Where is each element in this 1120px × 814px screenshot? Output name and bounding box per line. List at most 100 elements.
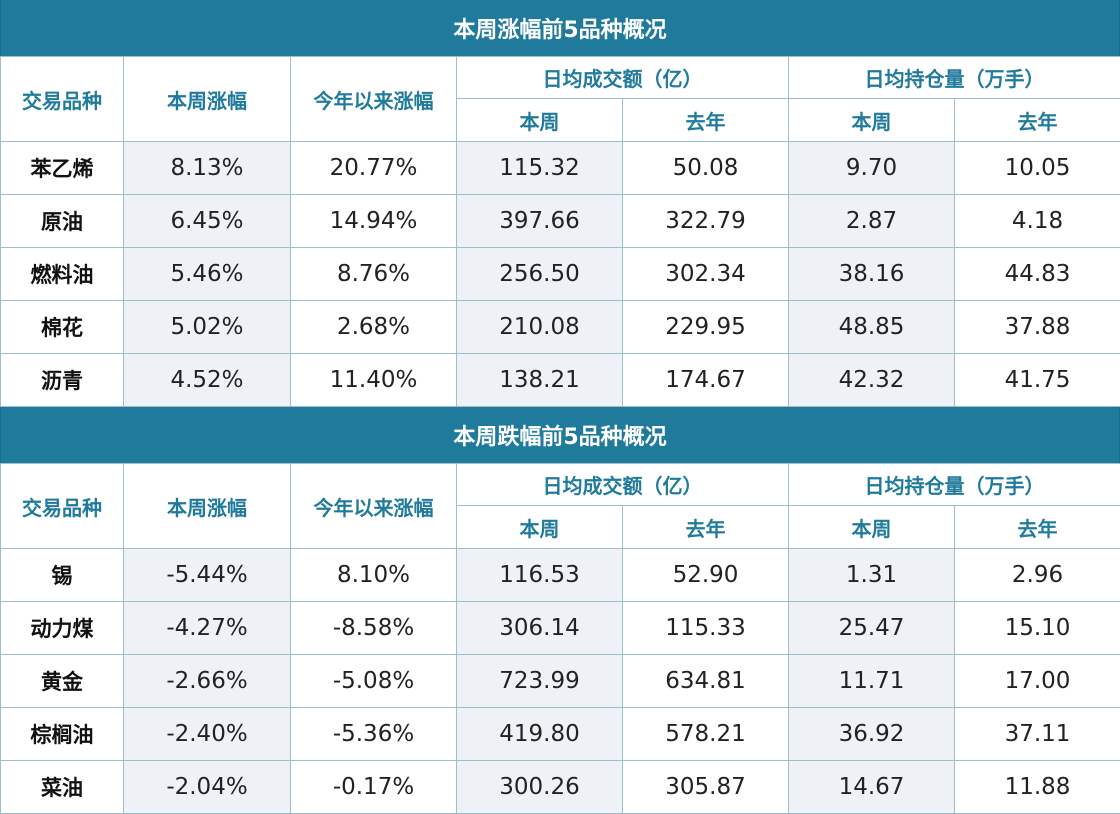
volume-last-year-cell: 634.81 (623, 655, 789, 708)
header-variety: 交易品种 (1, 57, 124, 142)
gainers-title: 本周涨幅前5品种概况 (0, 0, 1120, 56)
variety-cell: 沥青 (1, 354, 124, 407)
header-ytd-change: 今年以来涨幅 (291, 57, 457, 142)
volume-last-year-cell: 229.95 (623, 301, 789, 354)
variety-cell: 苯乙烯 (1, 142, 124, 195)
header-volume-this-week: 本周 (457, 99, 623, 142)
volume-this-week-cell: 138.21 (457, 354, 623, 407)
losers-title: 本周跌幅前5品种概况 (0, 407, 1120, 463)
ytd-change-cell: -8.58% (291, 602, 457, 655)
volume-this-week-cell: 300.26 (457, 761, 623, 814)
weekly-change-cell: 5.46% (124, 248, 291, 301)
gainers-table: 交易品种 本周涨幅 今年以来涨幅 日均成交额（亿） 日均持仓量（万手） 本周 去… (0, 56, 1120, 407)
ytd-change-cell: -5.36% (291, 708, 457, 761)
header-avg-volume: 日均成交额（亿） (457, 464, 789, 506)
header-weekly-change: 本周涨幅 (124, 57, 291, 142)
header-avg-open-interest: 日均持仓量（万手） (789, 57, 1120, 99)
header-weekly-change: 本周涨幅 (124, 464, 291, 549)
volume-this-week-cell: 116.53 (457, 549, 623, 602)
weekly-change-cell: -2.04% (124, 761, 291, 814)
oi-this-week-cell: 38.16 (789, 248, 955, 301)
volume-last-year-cell: 50.08 (623, 142, 789, 195)
volume-last-year-cell: 302.34 (623, 248, 789, 301)
losers-table: 交易品种 本周涨幅 今年以来涨幅 日均成交额（亿） 日均持仓量（万手） 本周 去… (0, 463, 1120, 814)
header-volume-last-year: 去年 (623, 99, 789, 142)
oi-last-year-cell: 41.75 (955, 354, 1120, 407)
volume-last-year-cell: 578.21 (623, 708, 789, 761)
oi-this-week-cell: 25.47 (789, 602, 955, 655)
oi-last-year-cell: 37.88 (955, 301, 1120, 354)
volume-this-week-cell: 397.66 (457, 195, 623, 248)
oi-this-week-cell: 11.71 (789, 655, 955, 708)
volume-this-week-cell: 256.50 (457, 248, 623, 301)
variety-cell: 燃料油 (1, 248, 124, 301)
ytd-change-cell: -5.08% (291, 655, 457, 708)
volume-this-week-cell: 115.32 (457, 142, 623, 195)
losers-section: 本周跌幅前5品种概况 交易品种 本周涨幅 今年以来涨幅 日均成交额（亿） 日均持… (0, 407, 1120, 814)
header-volume-this-week: 本周 (457, 506, 623, 549)
volume-this-week-cell: 306.14 (457, 602, 623, 655)
ytd-change-cell: 2.68% (291, 301, 457, 354)
weekly-change-cell: -5.44% (124, 549, 291, 602)
header-avg-open-interest: 日均持仓量（万手） (789, 464, 1120, 506)
header-avg-volume: 日均成交额（亿） (457, 57, 789, 99)
oi-last-year-cell: 17.00 (955, 655, 1120, 708)
header-oi-last-year: 去年 (955, 506, 1120, 549)
volume-last-year-cell: 174.67 (623, 354, 789, 407)
weekly-change-cell: 8.13% (124, 142, 291, 195)
header-oi-last-year: 去年 (955, 99, 1120, 142)
header-volume-last-year: 去年 (623, 506, 789, 549)
oi-this-week-cell: 1.31 (789, 549, 955, 602)
variety-cell: 菜油 (1, 761, 124, 814)
variety-cell: 动力煤 (1, 602, 124, 655)
oi-last-year-cell: 37.11 (955, 708, 1120, 761)
ytd-change-cell: 11.40% (291, 354, 457, 407)
variety-cell: 棉花 (1, 301, 124, 354)
oi-this-week-cell: 9.70 (789, 142, 955, 195)
oi-this-week-cell: 2.87 (789, 195, 955, 248)
oi-last-year-cell: 11.88 (955, 761, 1120, 814)
header-oi-this-week: 本周 (789, 99, 955, 142)
volume-last-year-cell: 322.79 (623, 195, 789, 248)
oi-last-year-cell: 10.05 (955, 142, 1120, 195)
ytd-change-cell: 8.10% (291, 549, 457, 602)
variety-cell: 原油 (1, 195, 124, 248)
volume-this-week-cell: 419.80 (457, 708, 623, 761)
variety-cell: 锡 (1, 549, 124, 602)
ytd-change-cell: 20.77% (291, 142, 457, 195)
oi-last-year-cell: 2.96 (955, 549, 1120, 602)
oi-last-year-cell: 44.83 (955, 248, 1120, 301)
ytd-change-cell: 8.76% (291, 248, 457, 301)
header-variety: 交易品种 (1, 464, 124, 549)
oi-this-week-cell: 42.32 (789, 354, 955, 407)
oi-this-week-cell: 48.85 (789, 301, 955, 354)
header-oi-this-week: 本周 (789, 506, 955, 549)
oi-this-week-cell: 36.92 (789, 708, 955, 761)
weekly-change-cell: 4.52% (124, 354, 291, 407)
gainers-section: 本周涨幅前5品种概况 交易品种 本周涨幅 今年以来涨幅 日均成交额（亿） 日均持… (0, 0, 1120, 407)
weekly-change-cell: 6.45% (124, 195, 291, 248)
volume-last-year-cell: 305.87 (623, 761, 789, 814)
weekly-change-cell: -2.40% (124, 708, 291, 761)
volume-last-year-cell: 52.90 (623, 549, 789, 602)
oi-this-week-cell: 14.67 (789, 761, 955, 814)
oi-last-year-cell: 4.18 (955, 195, 1120, 248)
weekly-change-cell: 5.02% (124, 301, 291, 354)
weekly-change-cell: -2.66% (124, 655, 291, 708)
ytd-change-cell: -0.17% (291, 761, 457, 814)
volume-last-year-cell: 115.33 (623, 602, 789, 655)
oi-last-year-cell: 15.10 (955, 602, 1120, 655)
weekly-change-cell: -4.27% (124, 602, 291, 655)
variety-cell: 黄金 (1, 655, 124, 708)
